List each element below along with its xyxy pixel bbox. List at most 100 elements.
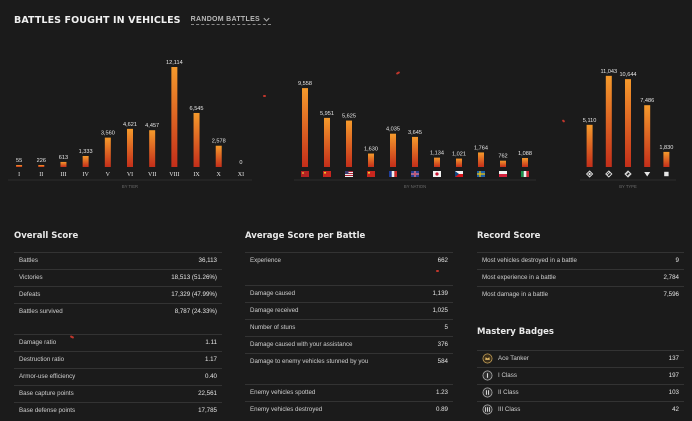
tier-bar-7[interactable] bbox=[171, 67, 178, 167]
stat-label: Most damage in a battle bbox=[482, 291, 549, 298]
light-tank-icon bbox=[585, 170, 594, 178]
nation-bar-1[interactable] bbox=[324, 117, 330, 167]
tier-label-5: VI bbox=[127, 172, 133, 178]
tier-bar-4[interactable] bbox=[104, 137, 111, 167]
battle-mode-label: RANDOM BATTLES bbox=[190, 16, 261, 23]
poland-flag-icon bbox=[499, 171, 507, 177]
stat-value: 1,139 bbox=[432, 290, 448, 297]
stat-row-assist-damage: Damage caused with your assistance 376 bbox=[245, 336, 453, 352]
stat-value: 1.23 bbox=[435, 389, 448, 396]
nation-value-label-0: 9,558 bbox=[298, 81, 312, 87]
battle-mode-dropdown[interactable]: RANDOM BATTLES bbox=[190, 15, 272, 25]
stat-row-battles: Battles 36,113 bbox=[14, 252, 222, 268]
stat-label: Damage caused with your assistance bbox=[250, 341, 353, 348]
tier-value-label-6: 4,457 bbox=[145, 123, 159, 129]
medium-tank-icon bbox=[605, 170, 613, 178]
badge-row-class-1: I Class 197 bbox=[477, 367, 684, 383]
nation-value-label-1: 5,951 bbox=[320, 111, 334, 117]
spg-icon bbox=[664, 171, 669, 177]
tier-label-4: V bbox=[106, 172, 111, 178]
nation-bar-4[interactable] bbox=[390, 133, 396, 167]
tier-label-0: I bbox=[18, 172, 20, 178]
stat-value: 17,329 (47.99%) bbox=[171, 291, 217, 298]
nation-bar-2[interactable] bbox=[346, 120, 352, 167]
chevron-down-icon bbox=[263, 17, 270, 22]
nation-bar-5[interactable] bbox=[412, 136, 418, 167]
tier-label-2: III bbox=[60, 172, 66, 178]
tier-bar-2[interactable] bbox=[60, 161, 67, 167]
stat-label: Damage to enemy vehicles stunned by you bbox=[250, 358, 369, 365]
nation-chart: 9,558 5,951 5,625 1,630 4,035 3,645 1,134 1,021… bbox=[294, 81, 536, 189]
stat-value: 9 bbox=[675, 257, 679, 264]
stat-value: 5 bbox=[444, 324, 448, 331]
stat-row-capture-points: Base capture points 22,561 bbox=[14, 385, 222, 401]
tier-bar-1[interactable] bbox=[38, 165, 45, 167]
stat-row-damage-received: Damage received 1,025 bbox=[245, 302, 453, 318]
badge-row-class-2: II Class 103 bbox=[477, 384, 684, 400]
italy-flag-icon bbox=[521, 171, 529, 177]
tier-value-label-5: 4,621 bbox=[123, 122, 137, 128]
nation-bar-9[interactable] bbox=[500, 160, 506, 167]
tier-bar-9[interactable] bbox=[215, 145, 222, 167]
stat-value: 2,784 bbox=[663, 274, 679, 281]
stat-row-experience: Experience 662 bbox=[245, 252, 453, 268]
class-1-badge-icon bbox=[482, 370, 493, 381]
tier-label-6: VII bbox=[148, 172, 156, 178]
nation-bar-8[interactable] bbox=[478, 152, 484, 167]
nation-bar-10[interactable] bbox=[522, 158, 528, 167]
stat-value: 1.17 bbox=[204, 356, 217, 363]
nation-bar-7[interactable] bbox=[456, 158, 462, 167]
stat-row-spotted: Enemy vehicles spotted 1.23 bbox=[245, 384, 453, 400]
tier-bar-6[interactable] bbox=[149, 130, 156, 167]
type-bar-4[interactable] bbox=[663, 151, 670, 167]
badge-count: 137 bbox=[668, 355, 679, 362]
tier-value-label-2: 613 bbox=[59, 155, 68, 161]
badge-label-wrap: I Class bbox=[477, 370, 517, 381]
type-axis-label: BY TYPE bbox=[619, 184, 637, 189]
type-bar-1[interactable] bbox=[605, 75, 612, 167]
france-flag-icon bbox=[389, 171, 397, 177]
tier-label-8: IX bbox=[193, 172, 200, 178]
stat-value: 584 bbox=[437, 358, 448, 365]
tier-bar-0[interactable] bbox=[16, 165, 23, 167]
type-bar-3[interactable] bbox=[644, 105, 651, 167]
stat-row-defeats: Defeats 17,329 (47.99%) bbox=[14, 286, 222, 302]
type-bar-0[interactable] bbox=[586, 124, 593, 167]
stat-label: Destruction ratio bbox=[19, 356, 65, 363]
overall-score-title: Overall Score bbox=[14, 231, 79, 241]
tier-bar-3[interactable] bbox=[82, 155, 89, 167]
class-2-badge-icon bbox=[482, 387, 493, 398]
badge-row-class-3: III Class 42 bbox=[477, 401, 684, 417]
badge-count: 103 bbox=[668, 389, 679, 396]
mastery-badges-title: Mastery Badges bbox=[477, 327, 554, 337]
stat-label: Number of stuns bbox=[250, 324, 296, 331]
nation-value-label-4: 4,035 bbox=[386, 127, 400, 133]
nation-bar-0[interactable] bbox=[302, 88, 308, 167]
tier-bar-8[interactable] bbox=[193, 112, 200, 167]
stat-row-damage-caused: Damage caused 1,139 bbox=[245, 285, 453, 301]
tier-bar-5[interactable] bbox=[127, 128, 133, 167]
stat-label: Battles survived bbox=[19, 308, 63, 315]
stat-label: Enemy vehicles destroyed bbox=[250, 406, 323, 413]
ussr-flag-icon bbox=[301, 171, 309, 177]
stat-value: 22,561 bbox=[198, 390, 217, 397]
stat-row-armor-use: Armor-use efficiency 0.40 bbox=[14, 368, 222, 384]
nation-value-label-7: 1,021 bbox=[452, 152, 466, 158]
nation-bar-6[interactable] bbox=[434, 157, 440, 167]
tier-label-3: IV bbox=[82, 172, 89, 178]
tier-value-label-9: 2,578 bbox=[212, 139, 226, 145]
nation-bar-3[interactable] bbox=[368, 153, 374, 167]
tier-axis-label: BY TIER bbox=[122, 184, 138, 189]
stat-row-stun-damage: Damage to enemy vehicles stunned by you 5… bbox=[245, 353, 453, 369]
uk-flag-icon bbox=[411, 171, 419, 177]
stat-row-battles-survived: Battles survived 8,787 (24.33%) bbox=[14, 303, 222, 319]
heavy-tank-icon bbox=[624, 170, 632, 178]
tier-label-1: II bbox=[39, 172, 43, 178]
type-value-label-0: 5,110 bbox=[583, 118, 597, 124]
badge-label-wrap: II Class bbox=[477, 387, 519, 398]
type-bar-2[interactable] bbox=[625, 79, 631, 167]
tier-value-label-1: 226 bbox=[37, 158, 46, 164]
badge-label: Ace Tanker bbox=[498, 355, 529, 362]
average-score-title: Average Score per Battle bbox=[245, 231, 366, 241]
